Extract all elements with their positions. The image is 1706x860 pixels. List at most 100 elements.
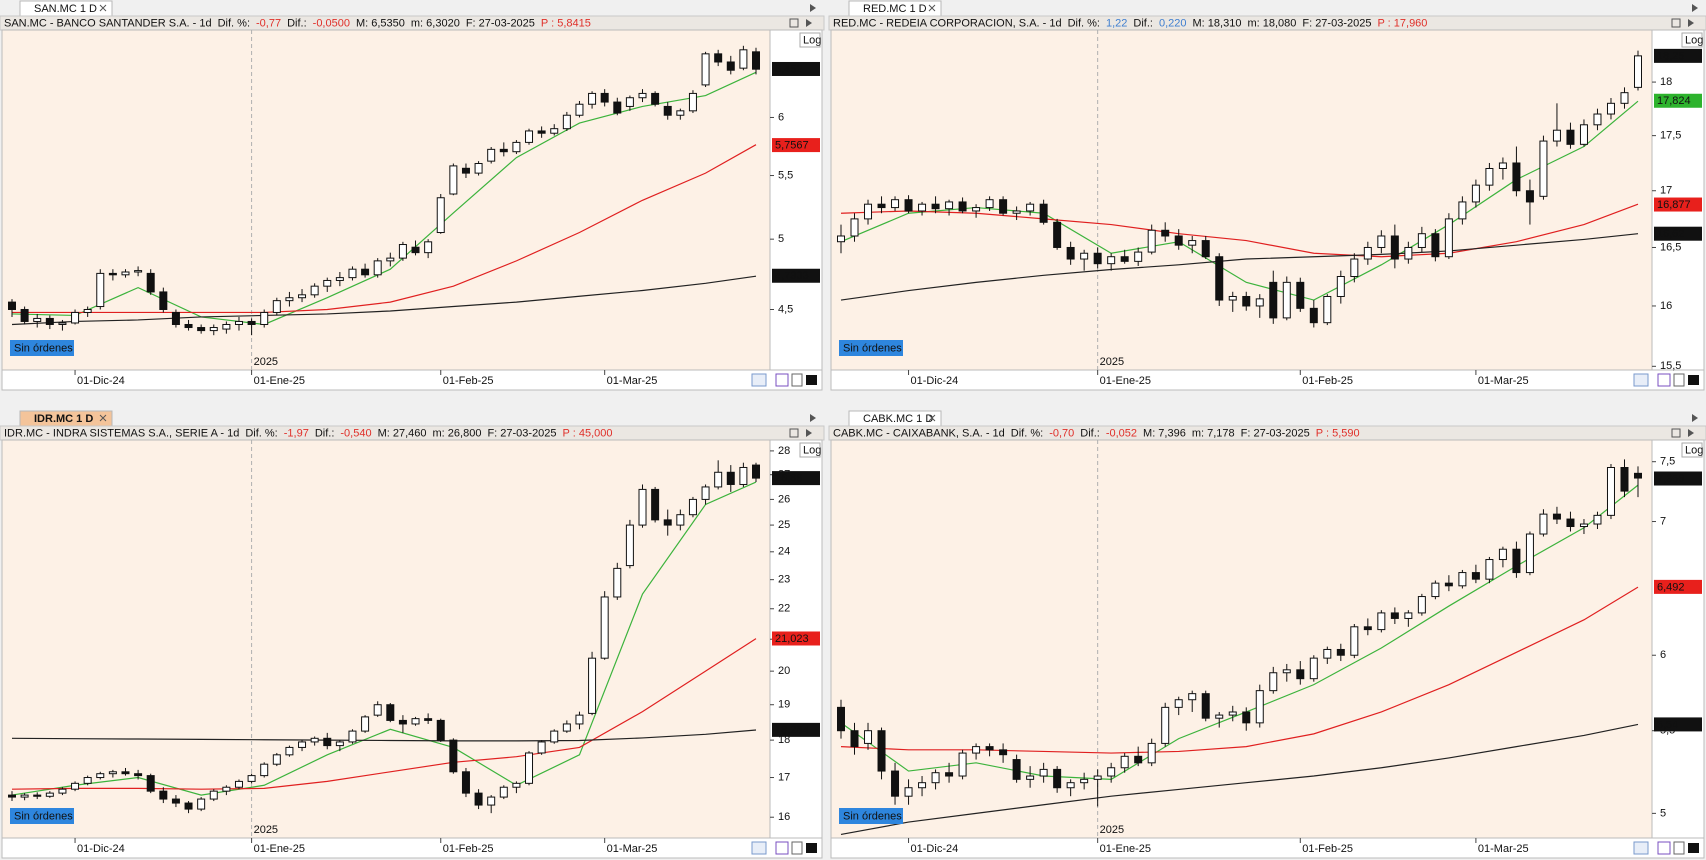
- footer-icon[interactable]: [1673, 841, 1685, 855]
- x-tick-label: 01-Ene-25: [254, 375, 305, 387]
- footer-icon[interactable]: [1657, 373, 1671, 387]
- footer-icon[interactable]: [1633, 373, 1649, 387]
- log-button-label: Log: [1685, 34, 1703, 46]
- candle-body: [1593, 113, 1602, 126]
- candle-body: [850, 730, 859, 748]
- footer-icon[interactable]: [806, 375, 817, 385]
- candle-body: [525, 752, 534, 784]
- orders-button[interactable]: [839, 808, 903, 824]
- tab-close[interactable]: [928, 414, 936, 422]
- year-label: 2025: [254, 824, 278, 836]
- candle-body: [1201, 240, 1210, 258]
- header-info: SAN.MC - BANCO SANTANDER S.A. - 1d Dif. %…: [4, 17, 591, 29]
- candle-body: [8, 301, 16, 310]
- candle-body: [588, 657, 597, 714]
- candle-body: [1282, 669, 1291, 674]
- candle-body: [260, 311, 269, 325]
- candle-body: [688, 92, 697, 112]
- candle-body: [1323, 648, 1332, 659]
- candle-body: [1444, 582, 1453, 587]
- y-tick-label: 26: [778, 493, 790, 505]
- candle-body: [1417, 233, 1426, 248]
- candle-body: [209, 790, 218, 800]
- candle-body: [1566, 518, 1575, 528]
- footer-icon[interactable]: [775, 841, 789, 855]
- header-item: -0,70: [1049, 427, 1074, 439]
- orders-button[interactable]: [10, 808, 74, 824]
- window-button[interactable]: [789, 428, 799, 438]
- footer-icon[interactable]: [791, 841, 803, 855]
- window-arrow[interactable]: [806, 19, 812, 27]
- footer-icon[interactable]: [806, 843, 817, 853]
- footer-icon[interactable]: [751, 373, 767, 387]
- candle-body: [739, 49, 748, 69]
- candle-body: [71, 311, 80, 324]
- candle-body: [436, 197, 445, 234]
- orders-button-label: Sin órdenes: [14, 342, 73, 354]
- header-item: F: 27-03-2025: [1241, 427, 1310, 439]
- tab-arrow: [810, 4, 816, 12]
- candle-body: [1485, 559, 1494, 580]
- candle-body: [1539, 513, 1548, 535]
- footer-icon[interactable]: [1673, 373, 1685, 387]
- log-button[interactable]: [1681, 32, 1703, 48]
- candle-body: [272, 300, 281, 313]
- log-button-label: Log: [1685, 444, 1703, 456]
- footer-icon[interactable]: [1688, 843, 1699, 853]
- candle-body: [1620, 467, 1629, 492]
- tab-close[interactable]: [99, 4, 107, 12]
- tab-close[interactable]: [99, 414, 107, 422]
- y-tick-label: 7,5: [1660, 456, 1675, 468]
- price-label-text: 4,7333: [775, 270, 809, 282]
- candle-body: [651, 488, 660, 521]
- log-button[interactable]: [799, 442, 821, 458]
- candle-body: [1350, 626, 1359, 656]
- tab-close[interactable]: [928, 4, 936, 12]
- footer-icon[interactable]: [1633, 841, 1649, 855]
- candle-body: [972, 207, 981, 212]
- candle-body: [1080, 252, 1089, 260]
- window-button[interactable]: [789, 18, 799, 28]
- candle-body: [436, 719, 445, 741]
- candle-body: [714, 471, 723, 488]
- candle-body: [121, 771, 130, 775]
- y-tick-label: 4,5: [778, 303, 793, 315]
- header-item: -0,77: [256, 17, 281, 29]
- window-button[interactable]: [1671, 428, 1681, 438]
- candle-body: [1377, 235, 1386, 248]
- orders-button-label: Sin órdenes: [843, 342, 902, 354]
- footer-icon[interactable]: [791, 373, 803, 387]
- y-tick-label: 5: [778, 233, 784, 245]
- candle-body: [335, 277, 344, 281]
- footer-icon[interactable]: [1657, 841, 1671, 855]
- footer-icon[interactable]: [775, 373, 789, 387]
- window-arrow[interactable]: [1688, 19, 1694, 27]
- orders-button[interactable]: [10, 340, 74, 356]
- footer-icon[interactable]: [1688, 375, 1699, 385]
- header-item: F: 27-03-2025: [466, 17, 535, 29]
- log-button[interactable]: [799, 32, 821, 48]
- window-arrow[interactable]: [806, 429, 812, 437]
- tab-arrow: [1692, 4, 1698, 12]
- candle-body: [945, 772, 954, 777]
- candle-body: [1431, 233, 1440, 258]
- candle-body: [1363, 626, 1372, 631]
- candle-body: [1579, 523, 1588, 528]
- candle-body: [999, 199, 1008, 214]
- candle-body: [1107, 767, 1116, 777]
- log-button[interactable]: [1681, 442, 1703, 458]
- window-button[interactable]: [1671, 18, 1681, 28]
- header-item: Dif.:: [287, 17, 307, 29]
- candle-body: [1255, 690, 1264, 724]
- header-item: -0,0500: [313, 17, 350, 29]
- footer-icon[interactable]: [751, 841, 767, 855]
- candle-body: [550, 730, 559, 743]
- candle-body: [1296, 281, 1305, 309]
- candle-body: [96, 773, 105, 779]
- candle-body: [33, 317, 42, 322]
- orders-button[interactable]: [839, 340, 903, 356]
- header-item: m: 7,178: [1192, 427, 1235, 439]
- window-arrow[interactable]: [1688, 429, 1694, 437]
- candle-body: [918, 782, 927, 789]
- candle-body: [1404, 246, 1413, 260]
